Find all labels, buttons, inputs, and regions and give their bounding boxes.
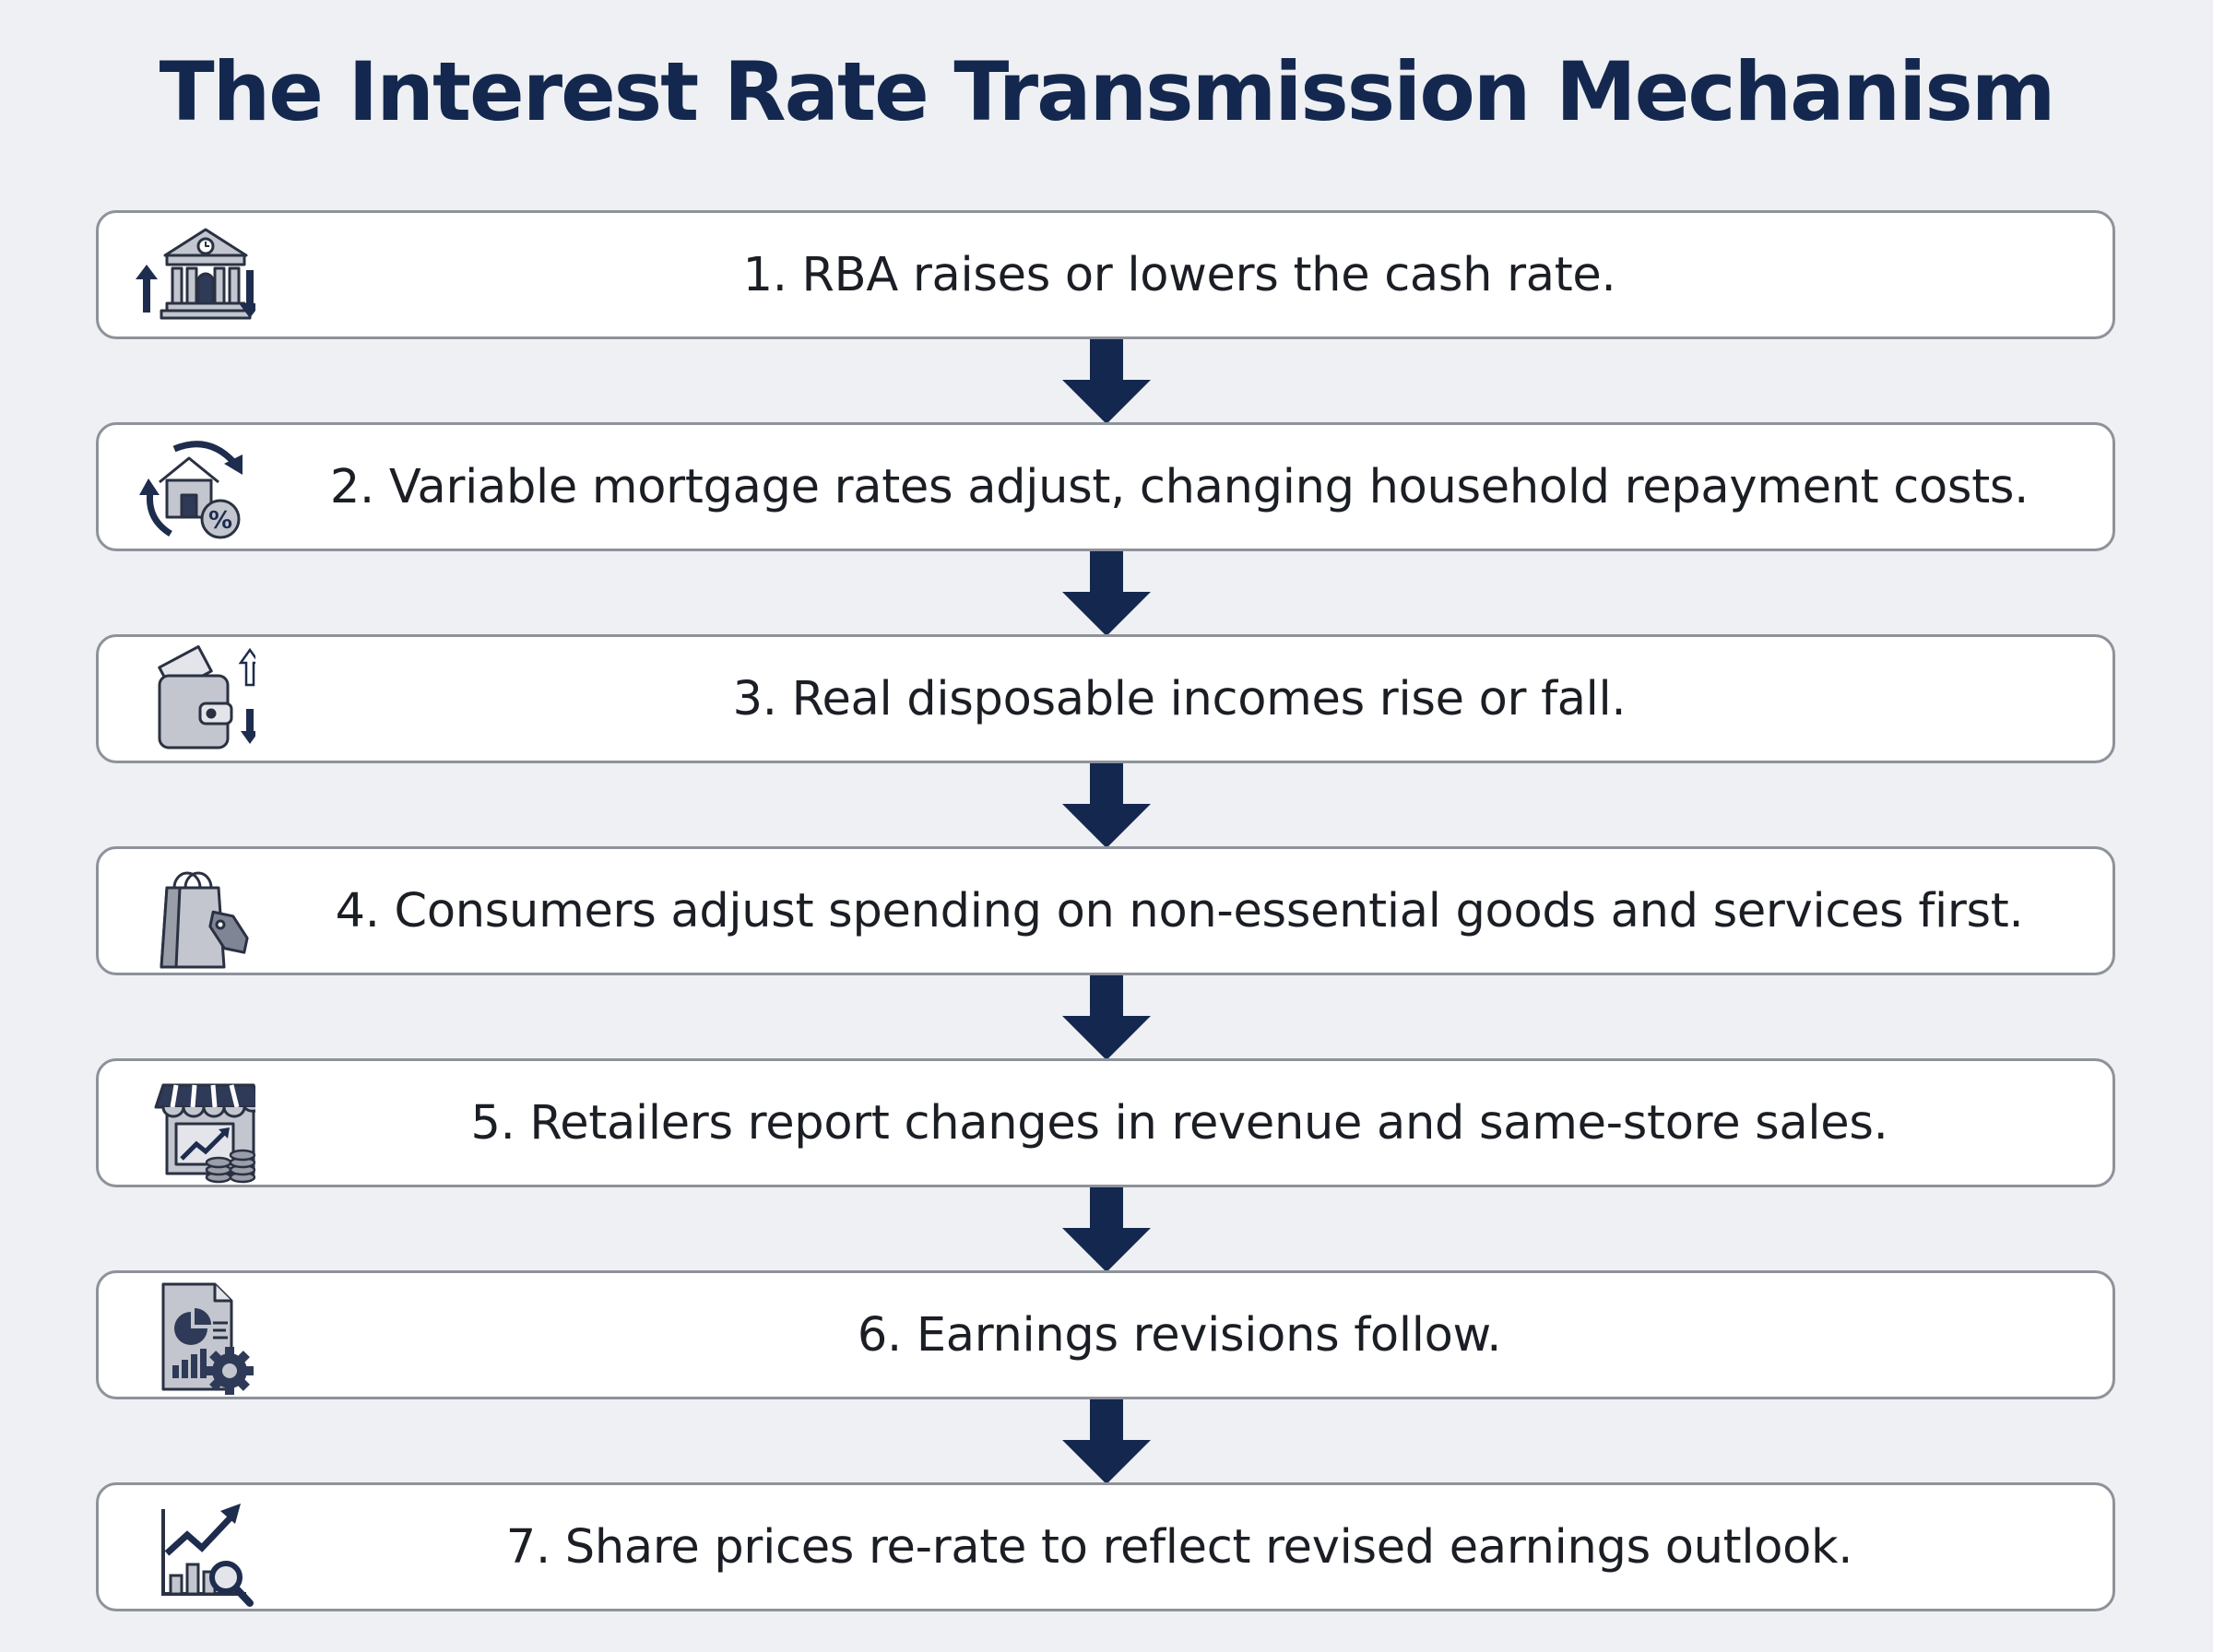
step-1-text: 1. RBA raises or lowers the cash rate. <box>742 247 1616 302</box>
step-6-text: 6. Earnings revisions follow. <box>857 1307 1502 1363</box>
shopping-bag-tag-icon <box>126 851 255 976</box>
step-3: 3. Real disposable incomes rise or fall. <box>96 634 2115 763</box>
step-7: 7. Share prices re-rate to reflect revis… <box>96 1482 2115 1611</box>
svg-text:%: % <box>208 507 232 535</box>
down-arrow-icon <box>1062 339 1151 424</box>
step-2-text: 2. Variable mortgage rates adjust, chang… <box>329 459 2030 514</box>
down-arrow-icon <box>1062 763 1151 848</box>
down-arrow-icon <box>1062 551 1151 636</box>
step-7-text: 7. Share prices re-rate to reflect revis… <box>505 1519 1853 1575</box>
step-2: % 2. Variable mortgage rates adjust, cha… <box>96 422 2115 551</box>
step-3-text: 3. Real disposable incomes rise or fall. <box>732 671 1627 726</box>
storefront-revenue-icon <box>126 1063 263 1188</box>
down-arrow-icon <box>1062 1399 1151 1484</box>
step-4-text: 4. Consumers adjust spending on non-esse… <box>335 883 2024 938</box>
step-6: 6. Earnings revisions follow. <box>96 1270 2115 1399</box>
step-5: 5. Retailers report changes in revenue a… <box>96 1058 2115 1187</box>
step-4: 4. Consumers adjust spending on non-esse… <box>96 846 2115 975</box>
earnings-report-icon <box>126 1275 255 1400</box>
share-price-chart-icon <box>126 1487 255 1612</box>
step-1: 1. RBA raises or lowers the cash rate. <box>96 210 2115 339</box>
page-title: The Interest Rate Transmission Mechanism <box>159 44 2056 139</box>
step-5-text: 5. Retailers report changes in revenue a… <box>470 1095 1888 1150</box>
down-arrow-icon <box>1062 1187 1151 1272</box>
down-arrow-icon <box>1062 975 1151 1060</box>
central-bank-rate-icon <box>126 215 261 340</box>
mortgage-rate-icon: % <box>126 427 255 552</box>
wallet-income-icon <box>126 639 262 764</box>
